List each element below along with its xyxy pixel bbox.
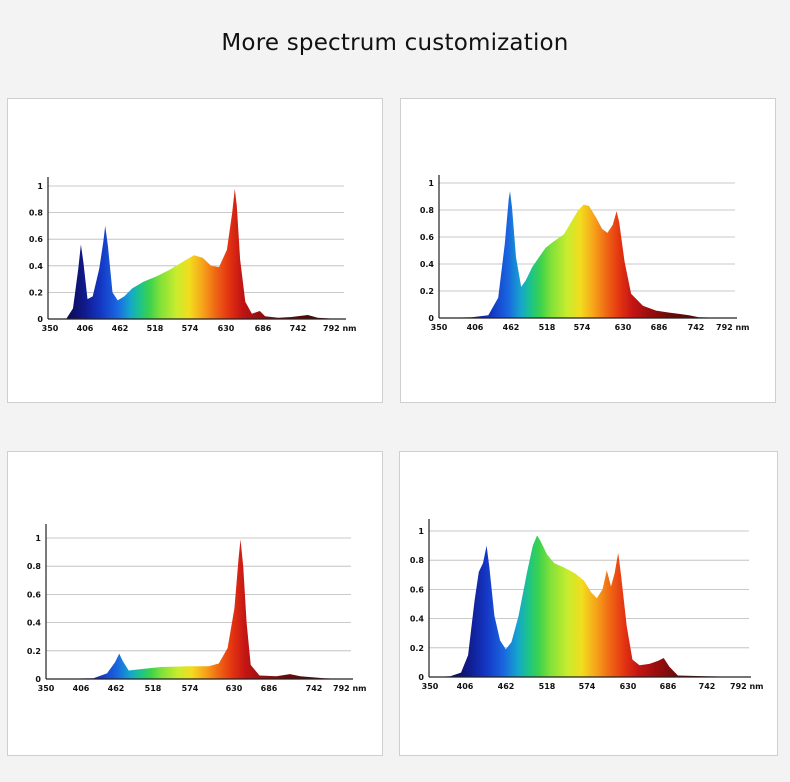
x-tick-label: 518 xyxy=(539,682,556,691)
x-tick-label: 406 xyxy=(73,684,90,693)
y-tick-label: 0.6 xyxy=(29,235,44,244)
x-tick-label: 518 xyxy=(147,324,164,333)
y-tick-label: 1 xyxy=(37,182,43,191)
spectrum-area xyxy=(51,188,339,319)
x-tick-label: 406 xyxy=(467,323,484,332)
spectrum-area xyxy=(47,539,346,679)
x-tick-label: 792 nm xyxy=(716,323,750,332)
x-tick-label: 350 xyxy=(422,682,439,691)
x-tick-label: 630 xyxy=(615,323,632,332)
y-tick-label: 0.6 xyxy=(27,590,42,599)
chart-svg: 0 0.2 0.4 0.6 0.8 1 350 406 462 518 574 630 686 742 79… xyxy=(410,519,764,691)
x-tick-label: 462 xyxy=(112,324,129,333)
x-tick-label: 574 xyxy=(574,323,591,332)
x-tick-label: 792 nm xyxy=(333,684,367,693)
spectrum-chart-2: 0 0.2 0.4 0.6 0.8 1 350 406 462 518 574 630 686 742 79… xyxy=(400,98,776,403)
x-tick-label: 350 xyxy=(38,684,55,693)
y-tick-label: 1 xyxy=(418,527,424,536)
y-tick-label: 0.8 xyxy=(420,206,435,215)
chart-svg: 0 0.2 0.4 0.6 0.8 1 350 406 462 518 574 630 686 742 79… xyxy=(420,175,750,332)
y-tick-label: 0 xyxy=(428,314,434,323)
y-tick-label: 0 xyxy=(418,673,424,682)
y-tick-label: 0.6 xyxy=(420,233,435,242)
y-tick-label: 0 xyxy=(35,675,41,684)
y-tick-label: 0.4 xyxy=(27,619,42,628)
page-title: More spectrum customization xyxy=(221,30,569,56)
spectrum-area xyxy=(432,535,744,677)
x-tick-label: 630 xyxy=(620,682,637,691)
y-tick-label: 0 xyxy=(37,315,43,324)
chart-svg: 0 0.2 0.4 0.6 0.8 1 350 406 462 518 574 630 686 742 79… xyxy=(29,177,357,333)
y-tick-label: 0.2 xyxy=(27,647,41,656)
x-tick-label: 686 xyxy=(660,682,677,691)
y-tick-label: 0.4 xyxy=(29,262,44,271)
x-tick-label: 742 xyxy=(306,684,323,693)
y-tick-label: 0.4 xyxy=(420,260,435,269)
y-tick-label: 0.2 xyxy=(29,288,43,297)
chart-svg: 0 0.2 0.4 0.6 0.8 1 350 406 462 518 574 630 686 742 79… xyxy=(27,524,367,693)
x-tick-label: 350 xyxy=(431,323,448,332)
spectrum-chart-4: 0 0.2 0.4 0.6 0.8 1 350 406 462 518 574 630 686 742 79… xyxy=(399,451,778,756)
spectrum-area xyxy=(440,191,730,318)
x-tick-label: 406 xyxy=(77,324,94,333)
y-tick-label: 0.8 xyxy=(29,209,44,218)
x-tick-label: 462 xyxy=(108,684,125,693)
x-tick-label: 350 xyxy=(42,324,59,333)
y-tick-label: 0.8 xyxy=(410,556,425,565)
x-tick-label: 574 xyxy=(579,682,596,691)
x-tick-label: 630 xyxy=(226,684,243,693)
y-tick-label: 0.2 xyxy=(420,287,434,296)
y-tick-label: 0.6 xyxy=(410,585,425,594)
y-tick-label: 0.4 xyxy=(410,615,425,624)
x-tick-label: 686 xyxy=(651,323,668,332)
x-tick-label: 406 xyxy=(457,682,474,691)
x-tick-label: 792 nm xyxy=(730,682,764,691)
x-tick-label: 518 xyxy=(539,323,556,332)
x-tick-label: 518 xyxy=(145,684,162,693)
x-tick-label: 686 xyxy=(255,324,272,333)
x-tick-label: 742 xyxy=(688,323,705,332)
y-tick-label: 0.8 xyxy=(27,562,42,571)
x-tick-label: 792 nm xyxy=(323,324,357,333)
y-tick-label: 1 xyxy=(428,179,434,188)
spectrum-chart-3: 0 0.2 0.4 0.6 0.8 1 350 406 462 518 574 630 686 742 79… xyxy=(7,451,383,756)
x-tick-label: 742 xyxy=(699,682,716,691)
x-tick-label: 742 xyxy=(290,324,307,333)
x-tick-label: 462 xyxy=(503,323,520,332)
x-tick-label: 686 xyxy=(261,684,278,693)
x-tick-label: 574 xyxy=(182,684,199,693)
spectrum-chart-1: 0 0.2 0.4 0.6 0.8 1 350 406 462 518 574 630 686 742 79… xyxy=(7,98,383,403)
y-tick-label: 1 xyxy=(35,534,41,543)
y-tick-label: 0.2 xyxy=(410,644,424,653)
x-tick-label: 630 xyxy=(218,324,235,333)
x-tick-label: 462 xyxy=(498,682,515,691)
x-tick-label: 574 xyxy=(182,324,199,333)
